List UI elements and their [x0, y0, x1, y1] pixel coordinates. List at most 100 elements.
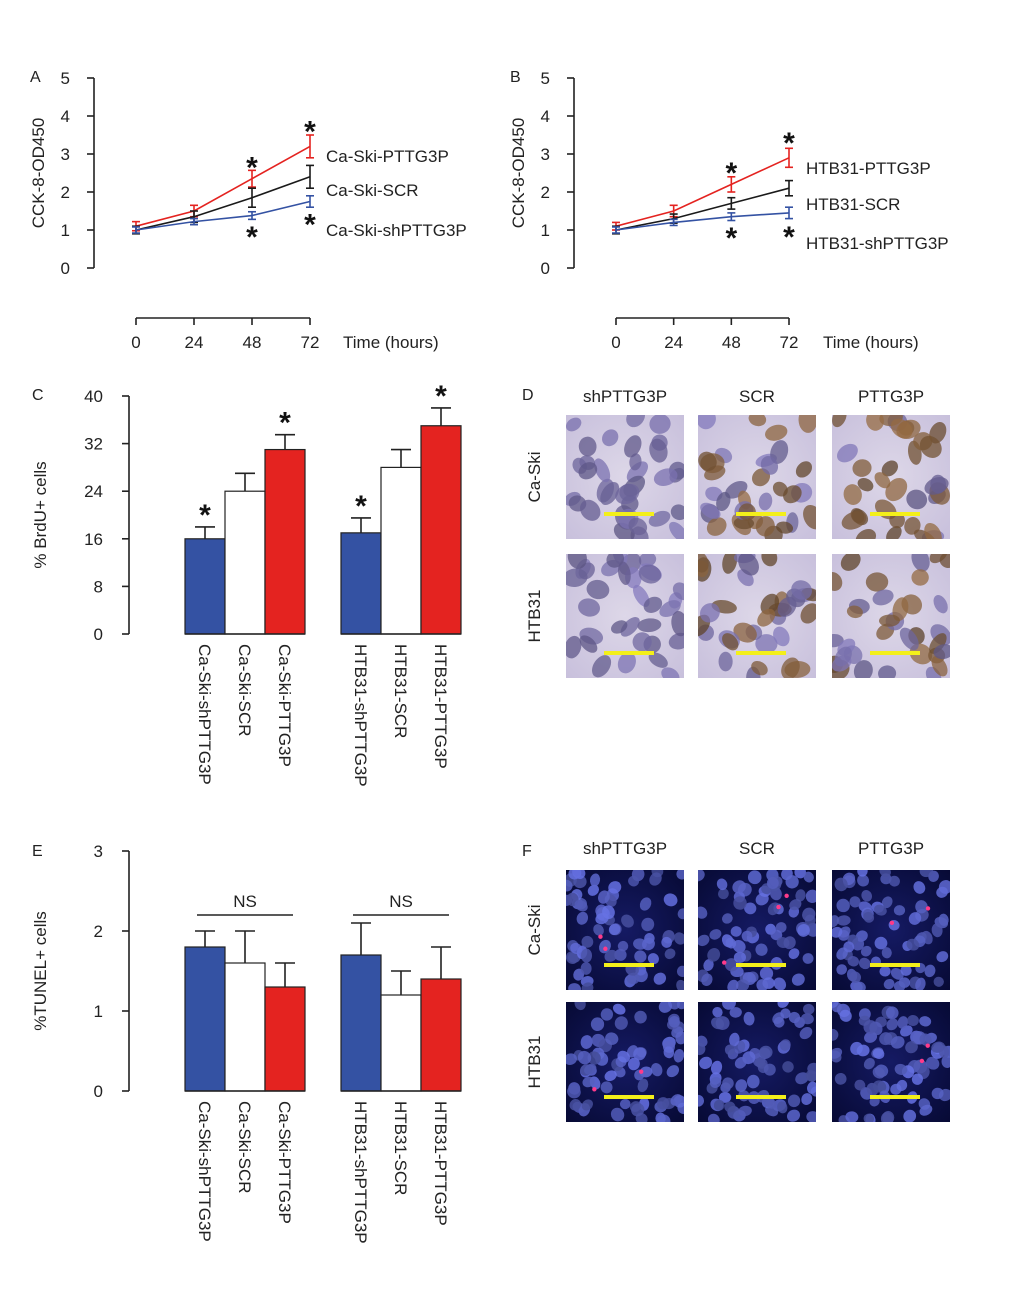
nucleus: [637, 618, 662, 633]
nucleus: [911, 569, 929, 586]
bar-Ca-Ski-SCR: [224, 962, 266, 1092]
y-tick-label: 8: [94, 577, 103, 596]
micrograph-HTB31-shPTTG3P: [566, 554, 684, 678]
nucleus: [724, 958, 739, 972]
tunel-positive-spot: [598, 934, 603, 939]
nucleus: [832, 1047, 843, 1059]
nucleus: [574, 899, 588, 912]
nucleus: [700, 603, 720, 623]
nucleus: [803, 504, 816, 530]
nucleus: [931, 655, 948, 677]
y-tick-label: 16: [84, 530, 103, 549]
nucleus: [743, 1011, 755, 1026]
nucleus: [733, 622, 757, 643]
nucleus: [600, 1081, 613, 1094]
category-label: HTB31-PTTG3P: [431, 644, 450, 769]
nucleus: [857, 874, 869, 887]
nucleus: [661, 667, 680, 678]
nucleus: [755, 634, 778, 654]
nucleus: [915, 977, 926, 990]
nucleus: [904, 517, 921, 535]
nucleus: [846, 605, 863, 619]
micrograph-Ca-Ski-PTTG3P: [832, 415, 950, 539]
y-axis-label: % BrdU+ cells: [31, 461, 50, 568]
y-tick-label: 5: [541, 69, 550, 88]
nucleus: [802, 1003, 815, 1015]
nucleus: [919, 1016, 932, 1027]
nucleus: [858, 1015, 871, 1026]
nucleus: [721, 913, 733, 924]
nucleus: [911, 1073, 924, 1085]
panel-e-label: E: [32, 843, 43, 860]
category-label: HTB31-SCR: [391, 1101, 410, 1195]
bar-Ca-Ski-SCR: [224, 490, 266, 635]
nucleus: [874, 936, 888, 950]
nucleus: [649, 872, 662, 886]
y-axis-label: CCK-8-OD450: [509, 118, 528, 229]
nucleus: [748, 415, 767, 427]
series-Ca-Ski-SCR: [132, 164, 314, 235]
series-Ca-Ski-shPTTG3P: [132, 195, 314, 234]
nucleus: [699, 1056, 713, 1070]
nucleus: [777, 596, 797, 617]
nucleus: [747, 870, 762, 885]
micrograph-Ca-Ski-SCR: [698, 870, 816, 990]
nucleus: [725, 937, 737, 949]
nucleus: [617, 652, 636, 674]
nucleus: [566, 951, 579, 964]
nucleus: [791, 973, 805, 986]
nucleus: [586, 579, 610, 600]
nucleus: [845, 1111, 859, 1122]
nucleus: [698, 554, 709, 573]
x-axis-label: Time (hours): [823, 333, 919, 352]
series-line: [615, 157, 790, 227]
nucleus: [734, 1057, 747, 1069]
nucleus: [919, 1033, 932, 1046]
series-HTB31-PTTG3P: [612, 147, 793, 231]
significance-star: *: [783, 127, 795, 160]
nucleus: [700, 502, 721, 519]
nucleus: [589, 873, 601, 887]
panel-a-label: A: [30, 69, 41, 86]
nucleus: [878, 614, 900, 627]
nucleus: [836, 915, 851, 926]
nucleus: [850, 1041, 863, 1056]
nucleus: [903, 1109, 917, 1122]
category-label: Ca-Ski-SCR: [235, 1101, 254, 1194]
nucleus: [802, 907, 816, 922]
series-label: HTB31-SCR: [806, 195, 900, 214]
x-tick-label: 0: [611, 333, 620, 352]
nucleus: [863, 1057, 875, 1070]
nucleus: [893, 905, 906, 916]
nucleus: [650, 1063, 663, 1077]
nucleus: [711, 1060, 723, 1075]
nucleus: [770, 929, 783, 941]
nucleus: [712, 1006, 723, 1018]
row-label: Ca-Ski: [525, 451, 544, 502]
nucleus: [631, 1103, 645, 1117]
nucleus: [663, 893, 678, 907]
nucleus: [773, 1016, 785, 1028]
nucleus: [698, 906, 708, 919]
nucleus: [671, 610, 684, 637]
nucleus: [676, 979, 684, 990]
nucleus: [580, 1035, 593, 1049]
significance-star: *: [304, 209, 316, 242]
y-tick-label: 4: [61, 107, 70, 126]
nucleus: [632, 632, 652, 652]
nucleus: [834, 646, 852, 667]
nucleus: [780, 1008, 791, 1019]
nucleus: [569, 1099, 582, 1111]
bar-HTB31-PTTG3P: [420, 978, 462, 1092]
nucleus: [755, 943, 768, 956]
y-tick-label: 0: [94, 1082, 103, 1101]
y-tick-label: 40: [84, 387, 103, 406]
nucleus: [919, 435, 942, 458]
nucleus: [638, 564, 662, 584]
bar-HTB31-SCR: [380, 994, 422, 1092]
ns-label: NS: [233, 892, 257, 911]
significance-star: *: [304, 115, 316, 148]
nucleus: [602, 905, 615, 919]
bar-HTB31-shPTTG3P: [340, 532, 382, 635]
